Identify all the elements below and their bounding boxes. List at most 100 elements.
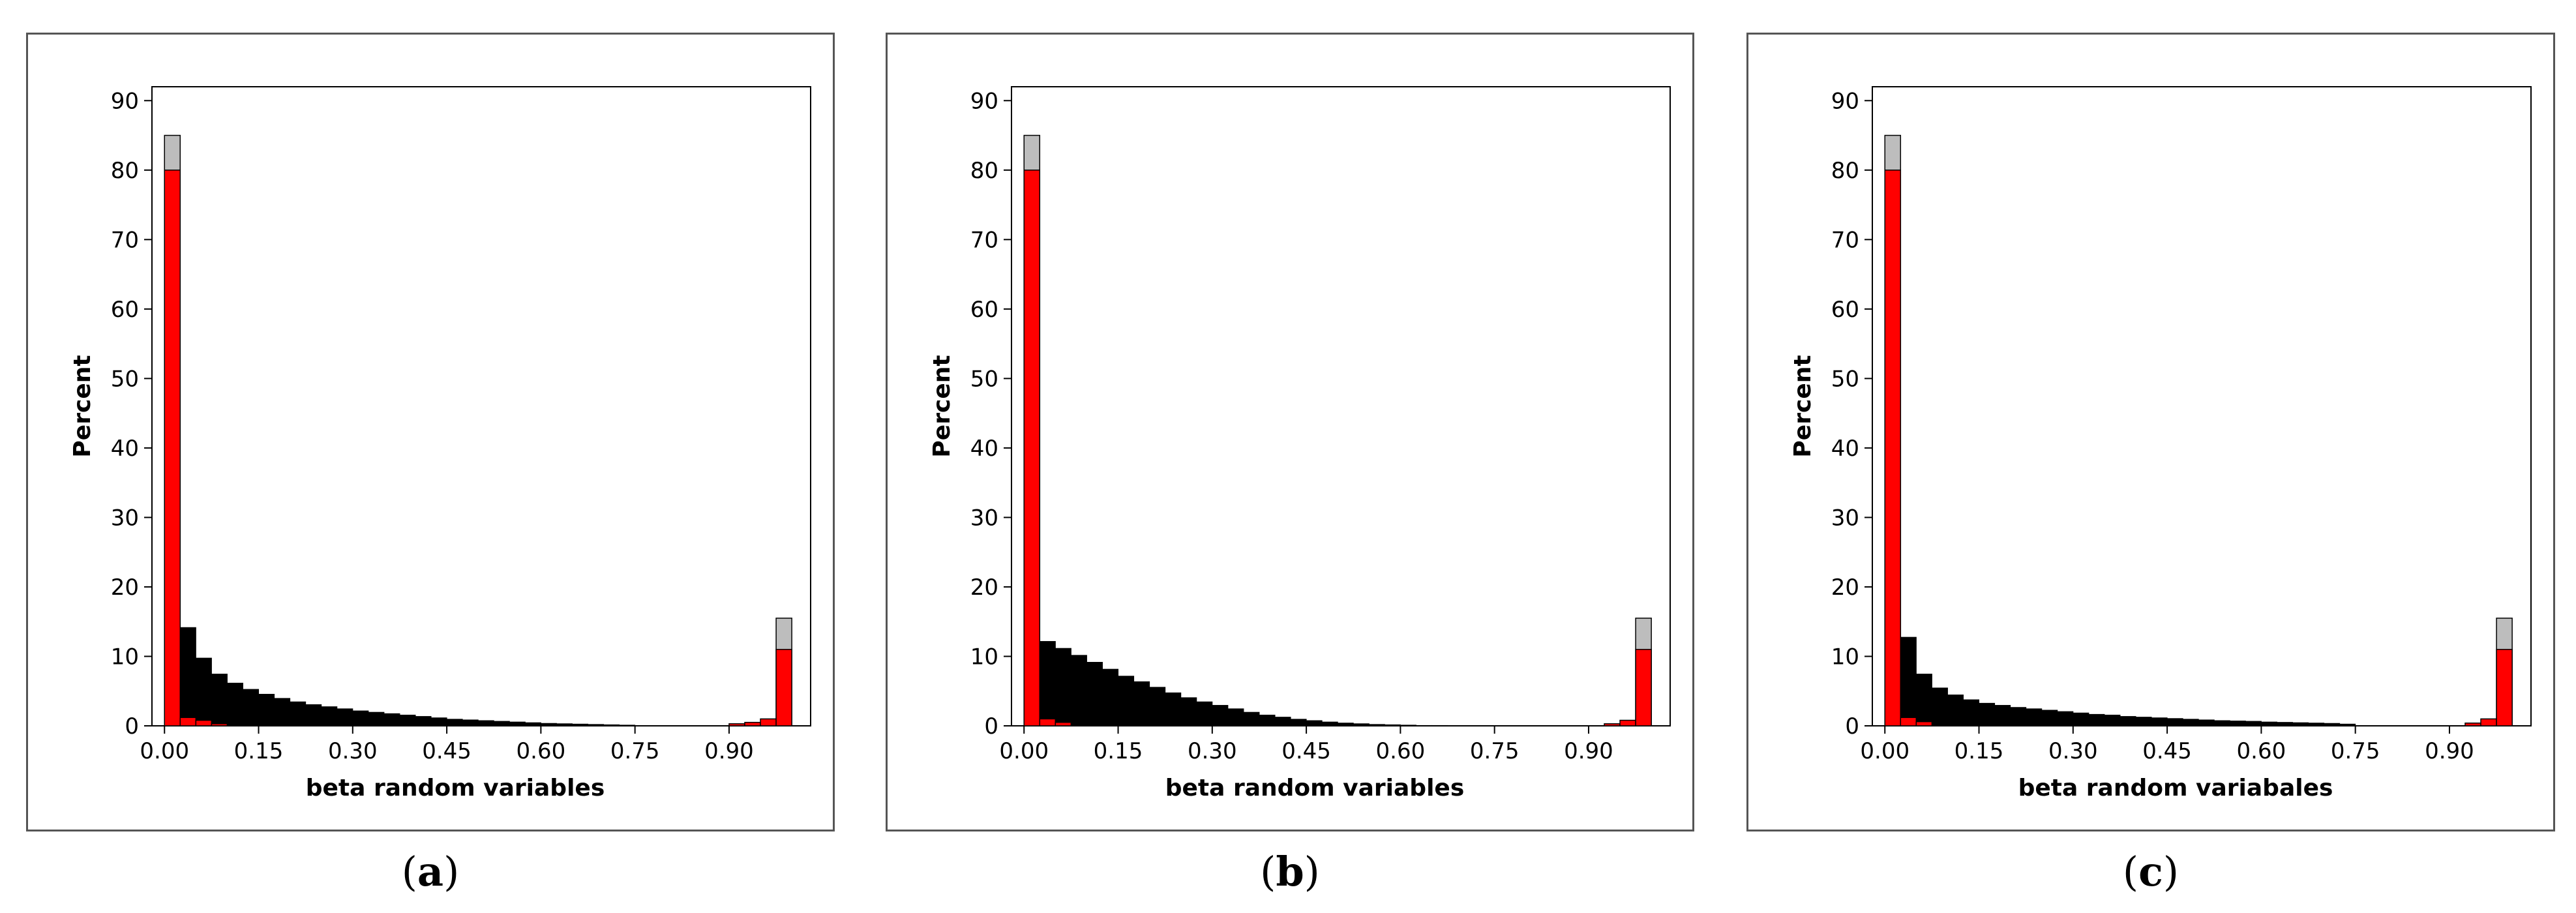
- black-bar: [1353, 723, 1370, 726]
- x-tick-label: 0.60: [2237, 738, 2286, 764]
- black-bar: [1055, 648, 1071, 726]
- black-bar: [211, 674, 228, 726]
- x-axis-title: beta random variables: [1165, 775, 1465, 801]
- x-tick-label: 0.75: [1470, 738, 1520, 764]
- black-bar: [399, 714, 416, 726]
- y-tick-label: 70: [970, 227, 998, 253]
- y-tick-label: 20: [111, 575, 139, 601]
- black-bar: [494, 721, 510, 726]
- y-axis-title: Percent: [929, 355, 955, 457]
- x-tick-label: 0.00: [140, 738, 189, 764]
- black-bar: [290, 701, 307, 726]
- x-tick-label: 0.30: [328, 738, 378, 764]
- x-axis-title: beta random variables: [306, 775, 605, 801]
- black-bar: [274, 698, 291, 726]
- x-tick-label: 0.30: [1188, 738, 1237, 764]
- black-bar: [509, 721, 526, 726]
- black-bar: [2041, 710, 2058, 726]
- black-bar: [368, 711, 385, 726]
- y-tick-label: 80: [111, 158, 139, 184]
- black-bar: [2198, 719, 2215, 726]
- black-bar: [321, 706, 338, 726]
- x-tick-label: 0.75: [610, 738, 660, 764]
- black-bar: [478, 720, 494, 726]
- y-tick-label: 40: [1831, 436, 1859, 462]
- black-bar: [180, 627, 196, 726]
- black-bar: [1338, 723, 1354, 726]
- red-bar: [1039, 718, 1056, 726]
- black-bar: [2277, 722, 2293, 726]
- x-axis-title: beta random variabales: [2018, 775, 2333, 801]
- red-bar: [728, 723, 745, 726]
- x-tick-label: 0.15: [234, 738, 284, 764]
- red-bar: [1055, 721, 1072, 726]
- black-bar: [2010, 707, 2027, 726]
- black-bar: [2026, 708, 2043, 726]
- black-bar: [462, 719, 479, 726]
- y-tick-label: 10: [1831, 644, 1859, 670]
- y-tick-label: 10: [970, 644, 998, 670]
- x-tick-label: 0.90: [704, 738, 754, 764]
- black-bar: [2214, 720, 2230, 726]
- red-bar: [1604, 723, 1621, 726]
- x-tick-label: 0.45: [2142, 738, 2192, 764]
- black-bar: [2308, 723, 2325, 726]
- black-bar: [1478, 725, 1495, 726]
- black-bar: [447, 719, 463, 726]
- black-bar: [243, 689, 260, 726]
- x-tick-label: 0.30: [2048, 738, 2098, 764]
- black-bar: [227, 682, 243, 726]
- red-bar: [2496, 649, 2513, 726]
- black-bar: [1086, 662, 1103, 726]
- black-bar: [2136, 717, 2152, 726]
- black-bar: [1416, 725, 1432, 726]
- black-bar: [1102, 668, 1119, 726]
- red-bar: [744, 721, 761, 726]
- y-tick-label: 60: [1831, 297, 1859, 323]
- y-tick-label: 40: [111, 436, 139, 462]
- red-bar: [2480, 718, 2497, 726]
- black-bar: [1979, 702, 1996, 726]
- black-bar: [2339, 723, 2356, 726]
- black-bar: [603, 724, 620, 726]
- red-bar: [1023, 170, 1041, 726]
- black-bar: [1118, 676, 1135, 726]
- red-bar: [164, 170, 181, 726]
- x-tick-label: 0.15: [1954, 738, 2004, 764]
- black-bar: [541, 723, 557, 726]
- black-bar: [2073, 712, 2089, 726]
- red-bar: [760, 718, 777, 726]
- x-tick-label: 0.90: [2425, 738, 2474, 764]
- black-bar: [2292, 722, 2309, 726]
- black-bar: [1400, 725, 1416, 726]
- black-bar: [1275, 717, 1291, 726]
- y-tick-label: 70: [1831, 227, 1859, 253]
- y-tick-label: 90: [111, 88, 139, 114]
- y-tick-label: 10: [111, 644, 139, 670]
- black-bar: [1291, 719, 1307, 726]
- black-bar: [2119, 716, 2136, 726]
- black-bar: [415, 716, 432, 726]
- histogram-c: 0 10 20 30 40 50 60 70 80 90 0.00 0.15 0.30 0.45 0.60 0…: [1790, 86, 2532, 801]
- caption-a: (a): [401, 848, 460, 895]
- red-bar: [2464, 722, 2481, 726]
- x-tick-label: 0.00: [1860, 738, 1910, 764]
- red-bar: [179, 717, 197, 726]
- black-bar: [352, 710, 369, 726]
- black-bar: [2088, 713, 2105, 726]
- x-tick-label: 0.45: [422, 738, 472, 764]
- black-bar: [1322, 721, 1338, 726]
- black-bar: [1196, 701, 1213, 726]
- y-tick-label: 30: [970, 505, 998, 531]
- caption-b: (b): [1260, 848, 1320, 895]
- black-bar: [1369, 724, 1385, 726]
- black-bar: [1306, 720, 1323, 726]
- black-bar: [1227, 708, 1244, 726]
- black-bar: [1243, 711, 1260, 726]
- caption-c: (c): [2122, 848, 2179, 895]
- black-bar: [2324, 723, 2341, 726]
- black-bar: [1431, 725, 1448, 726]
- y-tick-label: 80: [1831, 158, 1859, 184]
- black-bar: [1165, 692, 1182, 726]
- black-bar: [1932, 687, 1948, 726]
